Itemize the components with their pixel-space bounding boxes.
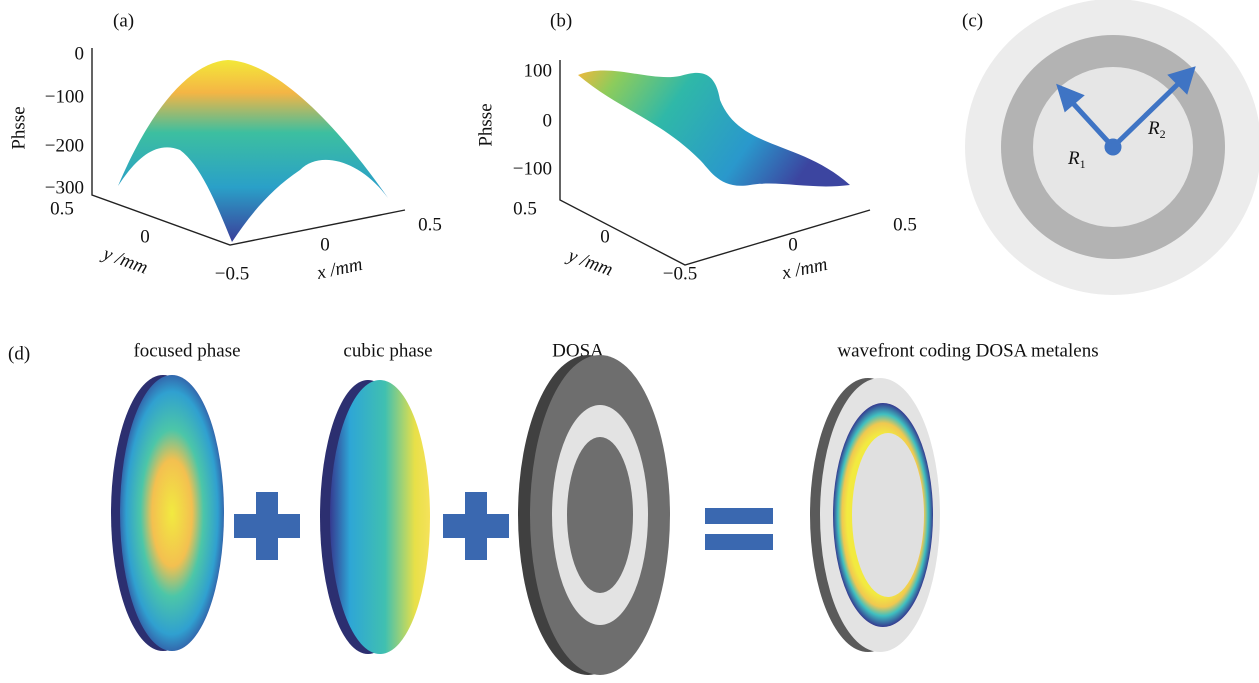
item-title: focused phase [133, 340, 240, 361]
x-tick-label: −0.5 [663, 263, 697, 284]
panel-b: (b) 100 0 −100 Phsse 0.5 0 y /mm −0.5 0 … [475, 10, 917, 284]
panel-a: (a) 0 −100 −200 −300 Phsse 0.5 0 y /mm −… [8, 10, 442, 284]
plus [443, 492, 509, 560]
z-tick-label: 100 [524, 60, 553, 81]
panel-c: (c) R1 R2 [962, 0, 1259, 295]
z-tick-label: −200 [45, 135, 84, 156]
panel-label: (d) [8, 343, 30, 364]
z-tick-label: 0 [75, 43, 85, 64]
panel-label: (c) [962, 10, 983, 31]
x-tick-label: 0 [320, 234, 330, 255]
z-tick-label: −300 [45, 177, 84, 198]
item-title: wavefront coding DOSA metalens [837, 340, 1098, 361]
x-label: x /mm [779, 254, 829, 284]
equals [705, 508, 773, 524]
panel-label: (a) [113, 10, 134, 31]
y-tick-label: 0 [600, 226, 610, 247]
x-tick-label: 0.5 [418, 214, 442, 235]
surface [118, 60, 388, 242]
metalens-center [852, 433, 924, 597]
z-tick-label: 0 [543, 110, 553, 131]
dosa-inner [567, 437, 633, 593]
figure: (a) 0 −100 −200 −300 Phsse 0.5 0 y /mm −… [0, 0, 1259, 678]
y-tick-label: 0.5 [513, 198, 537, 219]
z-label: Phsse [475, 103, 496, 146]
y-label: y /mm [98, 243, 150, 279]
panel-d: (d) focused phase cubic phase DOSA wavef… [8, 340, 1099, 675]
cubic-lens [330, 380, 430, 654]
x-tick-label: 0 [788, 234, 798, 255]
surface [578, 71, 850, 187]
item-title: cubic phase [343, 340, 432, 361]
x-tick-label: −0.5 [215, 263, 249, 284]
z-label: Phsse [8, 106, 29, 149]
panel-label: (b) [550, 10, 572, 31]
x-tick-label: 0.5 [893, 214, 917, 235]
z-tick-label: −100 [45, 86, 84, 107]
equals [705, 534, 773, 550]
plus [234, 492, 300, 560]
y-label: y /mm [563, 245, 615, 281]
x-label: x /mm [314, 254, 364, 284]
y-tick-label: 0 [140, 226, 150, 247]
y-tick-label: 0.5 [50, 198, 74, 219]
focused-lens [120, 375, 224, 651]
z-tick-label: −100 [513, 158, 552, 179]
